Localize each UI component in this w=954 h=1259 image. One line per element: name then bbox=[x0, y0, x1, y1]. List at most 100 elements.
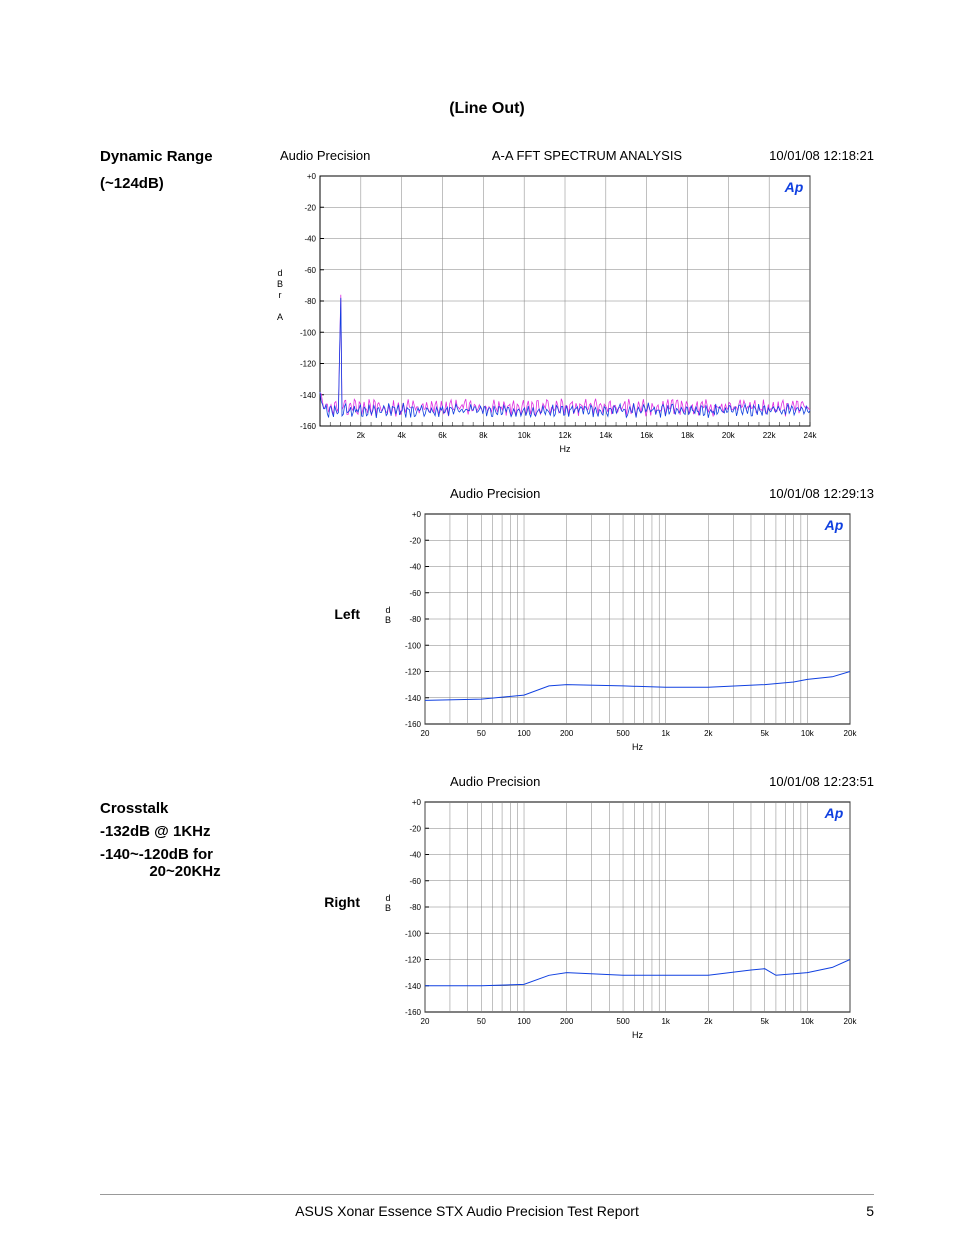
svg-text:2k: 2k bbox=[704, 1017, 713, 1026]
svg-text:2k: 2k bbox=[357, 431, 366, 440]
left-channel-side bbox=[100, 486, 260, 606]
dr-chart-box: +0-20-40-60-80-100-120-140-1602k4k6k8k10… bbox=[260, 171, 874, 466]
dr-chart-header: Audio Precision A-A FFT SPECTRUM ANALYSI… bbox=[260, 148, 874, 163]
svg-text:24k: 24k bbox=[804, 431, 818, 440]
ct-label-line3: -140~-120dB for bbox=[100, 846, 270, 863]
left-chart-column: Audio Precision 10/01/08 12:29:13 +0 -20 -… bbox=[370, 486, 874, 764]
svg-text:14k: 14k bbox=[599, 431, 613, 440]
dr-header-title: A-A FFT SPECTRUM ANALYSIS bbox=[440, 148, 734, 163]
right-header-timestamp: 10/01/08 12:23:51 bbox=[734, 774, 874, 789]
ct-label-line2: -132dB @ 1KHz bbox=[100, 823, 270, 840]
svg-text:50: 50 bbox=[477, 1017, 486, 1026]
svg-text:-20: -20 bbox=[409, 536, 421, 545]
svg-text:-80: -80 bbox=[409, 615, 421, 624]
svg-text:6k: 6k bbox=[438, 431, 447, 440]
right-chart-header: Audio Precision 10/01/08 12:23:51 bbox=[370, 774, 874, 789]
svg-text:1k: 1k bbox=[661, 729, 670, 738]
svg-text:d: d bbox=[277, 268, 282, 278]
page: (Line Out) Dynamic Range (~124dB) Audio … bbox=[0, 0, 954, 1259]
left-header-timestamp: 10/01/08 12:29:13 bbox=[734, 486, 874, 501]
svg-text:1k: 1k bbox=[661, 1017, 670, 1026]
svg-text:-60: -60 bbox=[304, 266, 316, 275]
right-header-ap: Audio Precision bbox=[450, 774, 734, 789]
left-header-ap: Audio Precision bbox=[450, 486, 734, 501]
svg-text:12k: 12k bbox=[559, 431, 573, 440]
left-chart-header: Audio Precision 10/01/08 12:29:13 bbox=[370, 486, 874, 501]
svg-text:20: 20 bbox=[421, 729, 430, 738]
svg-text:16k: 16k bbox=[640, 431, 654, 440]
crosstalk-block: Left Audio Precision 10/01/08 12:29:13 +… bbox=[100, 486, 874, 1052]
svg-text:500: 500 bbox=[616, 1017, 630, 1026]
svg-text:5k: 5k bbox=[760, 729, 769, 738]
svg-text:20k: 20k bbox=[844, 1017, 858, 1026]
svg-text:-160: -160 bbox=[300, 422, 317, 431]
svg-text:8k: 8k bbox=[479, 431, 488, 440]
crosstalk-left-row: Left Audio Precision 10/01/08 12:29:13 +… bbox=[100, 486, 874, 764]
section-title: (Line Out) bbox=[100, 100, 874, 118]
svg-text:-140: -140 bbox=[405, 982, 422, 991]
svg-text:5k: 5k bbox=[760, 1017, 769, 1026]
svg-text:B: B bbox=[277, 279, 283, 289]
left-channel-label-wrap: Left bbox=[260, 486, 370, 622]
svg-text:r: r bbox=[279, 290, 282, 300]
svg-text:Ap: Ap bbox=[824, 805, 844, 821]
svg-text:B: B bbox=[385, 903, 391, 913]
right-chart-column: Audio Precision 10/01/08 12:23:51 +0 -20 -… bbox=[370, 774, 874, 1052]
ct-label-line4: 20~20KHz bbox=[100, 863, 270, 880]
svg-text:-20: -20 bbox=[409, 824, 421, 833]
svg-text:4k: 4k bbox=[397, 431, 406, 440]
right-channel-label: Right bbox=[324, 774, 360, 910]
dynamic-range-row: Dynamic Range (~124dB) Audio Precision A… bbox=[100, 148, 874, 466]
fft-spectrum-chart: +0-20-40-60-80-100-120-140-1602k4k6k8k10… bbox=[260, 171, 820, 461]
footer-text: ASUS Xonar Essence STX Audio Precision T… bbox=[100, 1203, 834, 1219]
svg-text:d: d bbox=[385, 893, 390, 903]
svg-text:18k: 18k bbox=[681, 431, 695, 440]
svg-text:-60: -60 bbox=[409, 877, 421, 886]
footer-page-number: 5 bbox=[834, 1203, 874, 1219]
svg-text:200: 200 bbox=[560, 729, 574, 738]
svg-text:-140: -140 bbox=[405, 694, 422, 703]
svg-text:500: 500 bbox=[616, 729, 630, 738]
page-footer: ASUS Xonar Essence STX Audio Precision T… bbox=[100, 1194, 874, 1219]
svg-text:-40: -40 bbox=[304, 235, 316, 244]
svg-text:-40: -40 bbox=[409, 563, 421, 572]
ct-label-line1: Crosstalk bbox=[100, 800, 270, 817]
svg-text:Hz: Hz bbox=[632, 742, 643, 752]
svg-text:-120: -120 bbox=[300, 360, 317, 369]
svg-text:22k: 22k bbox=[763, 431, 777, 440]
svg-text:200: 200 bbox=[560, 1017, 574, 1026]
svg-text:Ap: Ap bbox=[784, 179, 804, 195]
svg-text:50: 50 bbox=[477, 729, 486, 738]
svg-text:A: A bbox=[277, 312, 283, 322]
svg-text:-100: -100 bbox=[405, 929, 422, 938]
right-chart-box: +0-20-40-60-80-100-120-140-1602050100200… bbox=[370, 797, 874, 1052]
dr-label-line1: Dynamic Range bbox=[100, 148, 260, 165]
svg-text:+0: +0 bbox=[412, 510, 422, 519]
svg-text:-80: -80 bbox=[409, 903, 421, 912]
dr-chart-column: Audio Precision A-A FFT SPECTRUM ANALYSI… bbox=[260, 148, 874, 466]
svg-text:-160: -160 bbox=[405, 1008, 422, 1017]
dynamic-range-label: Dynamic Range (~124dB) bbox=[100, 148, 260, 192]
svg-text:20: 20 bbox=[421, 1017, 430, 1026]
svg-text:-100: -100 bbox=[300, 328, 317, 337]
svg-text:-60: -60 bbox=[409, 589, 421, 598]
svg-text:d: d bbox=[385, 605, 390, 615]
svg-text:+0: +0 bbox=[307, 172, 317, 181]
svg-text:10k: 10k bbox=[801, 1017, 815, 1026]
svg-text:-20: -20 bbox=[304, 203, 316, 212]
svg-text:-160: -160 bbox=[405, 720, 422, 729]
left-channel-label: Left bbox=[334, 486, 360, 622]
dr-label-line2: (~124dB) bbox=[100, 175, 260, 192]
right-channel-label-wrap: Right bbox=[260, 774, 370, 910]
svg-text:-120: -120 bbox=[405, 956, 422, 965]
svg-text:10k: 10k bbox=[518, 431, 532, 440]
left-chart-box: +0-20-40-60-80-100-120-140-1602050100200… bbox=[370, 509, 874, 764]
svg-text:-100: -100 bbox=[405, 641, 422, 650]
dr-header-timestamp: 10/01/08 12:18:21 bbox=[734, 148, 874, 163]
crosstalk-left-chart: +0-20-40-60-80-100-120-140-1602050100200… bbox=[370, 509, 860, 759]
svg-text:+0: +0 bbox=[412, 798, 422, 807]
svg-text:100: 100 bbox=[517, 1017, 531, 1026]
svg-text:2k: 2k bbox=[704, 729, 713, 738]
svg-text:-80: -80 bbox=[304, 297, 316, 306]
svg-text:20k: 20k bbox=[844, 729, 858, 738]
